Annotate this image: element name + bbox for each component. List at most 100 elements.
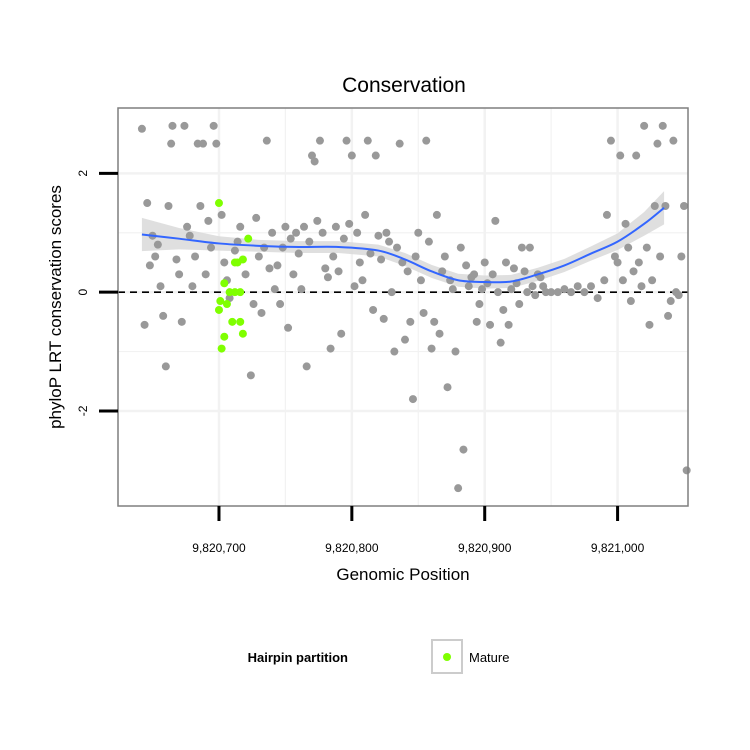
- data-point: [347, 151, 356, 160]
- data-point: [168, 121, 177, 130]
- data-point: [666, 297, 675, 306]
- data-point-mature: [217, 344, 226, 353]
- data-point-mature: [238, 329, 247, 338]
- data-point: [653, 139, 662, 148]
- data-point: [637, 282, 646, 291]
- data-point: [191, 252, 200, 261]
- data-point: [313, 216, 322, 225]
- data-point: [536, 273, 545, 282]
- y-axis: -2 0 2: [76, 170, 118, 416]
- data-point-mature: [244, 234, 253, 243]
- data-point: [382, 228, 391, 237]
- data-point: [658, 121, 667, 130]
- data-point: [199, 139, 208, 148]
- legend-title: Hairpin partition: [248, 650, 348, 665]
- data-point: [385, 237, 394, 246]
- data-point: [494, 288, 502, 297]
- data-point: [284, 323, 293, 332]
- data-point: [262, 136, 271, 145]
- data-point: [241, 270, 250, 279]
- data-point: [600, 276, 609, 285]
- data-point-mature: [236, 317, 245, 326]
- data-point: [300, 222, 309, 231]
- smooth-curve-layer: [141, 207, 665, 284]
- data-point: [172, 255, 181, 264]
- data-point: [212, 139, 221, 148]
- data-point: [268, 228, 277, 237]
- data-point: [424, 237, 433, 246]
- data-point: [677, 252, 686, 261]
- data-point: [260, 243, 269, 252]
- data-point: [249, 300, 258, 309]
- data-point: [177, 317, 186, 326]
- data-point: [403, 267, 412, 276]
- y-tick-label: 0: [76, 288, 90, 295]
- data-point: [315, 136, 324, 145]
- data-point: [640, 121, 649, 130]
- data-point: [361, 210, 370, 219]
- data-point: [374, 231, 383, 240]
- data-point: [478, 285, 487, 294]
- data-point: [140, 320, 149, 329]
- data-point: [369, 305, 378, 314]
- data-point: [416, 276, 425, 285]
- data-point: [246, 371, 255, 380]
- data-point: [648, 276, 657, 285]
- data-point: [196, 202, 205, 211]
- data-point-mature: [228, 317, 237, 326]
- data-point: [547, 288, 556, 297]
- data-point: [501, 258, 510, 267]
- data-point: [488, 270, 497, 279]
- data-point: [342, 136, 351, 145]
- data-point: [345, 219, 354, 228]
- data-point: [587, 282, 596, 291]
- data-point: [462, 261, 471, 270]
- data-point: [379, 314, 388, 323]
- mature-points: [214, 199, 253, 353]
- data-point: [377, 255, 386, 264]
- y-tick-label: 2: [76, 170, 90, 177]
- data-point: [334, 267, 343, 276]
- data-point: [422, 136, 431, 145]
- data-point: [151, 252, 160, 261]
- data-point: [451, 347, 460, 356]
- x-axis-label: Genomic Position: [336, 565, 469, 584]
- data-point: [236, 222, 245, 231]
- data-point: [164, 202, 173, 211]
- data-point: [207, 243, 216, 252]
- legend: Hairpin partition Mature: [248, 639, 509, 674]
- data-point: [432, 210, 441, 219]
- data-point: [387, 288, 396, 297]
- data-point: [567, 288, 576, 297]
- data-point: [443, 383, 452, 392]
- data-point: [188, 282, 197, 291]
- data-point: [167, 139, 176, 148]
- plot-panel: [118, 108, 688, 506]
- data-point-mature: [236, 288, 245, 297]
- data-point: [408, 395, 417, 404]
- data-point: [355, 258, 364, 267]
- data-point: [642, 243, 651, 252]
- data-point: [395, 139, 404, 148]
- data-point: [390, 347, 399, 356]
- data-point: [680, 202, 689, 211]
- data-point: [353, 228, 362, 237]
- data-point: [669, 136, 678, 145]
- data-point: [448, 285, 457, 294]
- data-point: [656, 252, 665, 261]
- data-point: [438, 267, 447, 276]
- x-tick-label: 9,820,700: [192, 541, 246, 555]
- data-point: [440, 252, 449, 261]
- data-point: [602, 210, 611, 219]
- data-point: [321, 264, 330, 273]
- data-point: [634, 258, 643, 267]
- data-point: [621, 219, 630, 228]
- data-point-mature: [214, 199, 223, 208]
- data-point: [406, 317, 415, 326]
- data-point-mature: [214, 305, 223, 314]
- data-point: [650, 202, 659, 211]
- data-point: [515, 300, 524, 309]
- data-point: [220, 258, 229, 267]
- data-point: [329, 252, 338, 261]
